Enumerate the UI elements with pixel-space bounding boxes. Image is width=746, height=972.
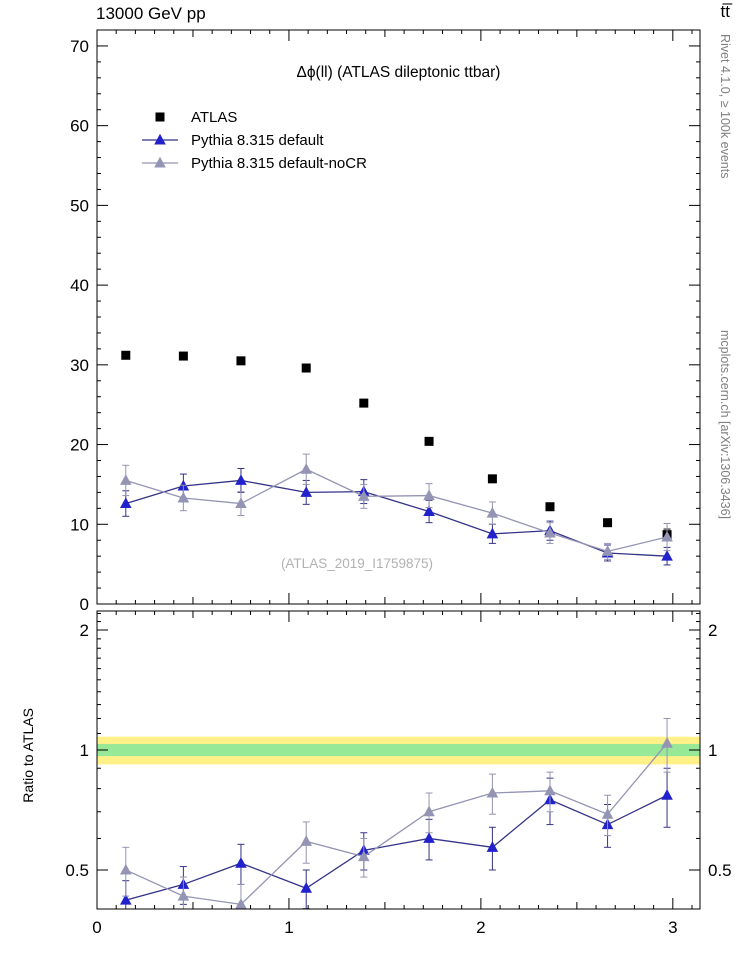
- ratio-frame: [96, 610, 701, 910]
- svg-text:1: 1: [708, 741, 717, 760]
- svg-text:0.5: 0.5: [65, 861, 89, 880]
- svg-text:0: 0: [92, 918, 101, 937]
- ratio-band-green: [97, 744, 700, 757]
- svg-text:10: 10: [70, 515, 89, 534]
- svg-text:1: 1: [284, 918, 293, 937]
- axis-ticks: [96, 30, 700, 909]
- svg-text:2: 2: [476, 918, 485, 937]
- svg-text:0: 0: [80, 595, 89, 614]
- svg-text:20: 20: [70, 436, 89, 455]
- svg-text:0.5: 0.5: [708, 861, 732, 880]
- mcplots-reference-note: mcplots.cern.ch [arXiv:1306.3436]: [718, 330, 732, 519]
- svg-text:Pythia 8.315 default-noCR: Pythia 8.315 default-noCR: [191, 155, 367, 172]
- chart-title: Δϕ(ll) (ATLAS dileptonic ttbar): [296, 64, 501, 81]
- analysis-id-watermark: (ATLAS_2019_I1759875): [280, 556, 434, 571]
- svg-text:40: 40: [70, 276, 89, 295]
- rivet-version-note: Rivet 4.1.0, ≥ 100k events: [718, 34, 732, 179]
- svg-text:1: 1: [80, 741, 89, 760]
- main-series-1: [119, 467, 673, 566]
- legend: ATLAS Pythia 8.315 default Pythia 8.315 de…: [142, 109, 367, 172]
- svg-text:Pythia 8.315 default: Pythia 8.315 default: [191, 132, 324, 149]
- process-label: tt̅: [720, 2, 730, 21]
- svg-text:70: 70: [70, 37, 89, 56]
- ratio-series-1: [119, 717, 673, 909]
- beam-energy-label: 13000 GeV pp: [96, 4, 206, 23]
- main-series-2: [119, 453, 673, 560]
- svg-text:2: 2: [80, 621, 89, 640]
- svg-text:50: 50: [70, 196, 89, 215]
- svg-text:3: 3: [668, 918, 677, 937]
- svg-text:ATLAS: ATLAS: [191, 109, 237, 126]
- main-frame: [96, 29, 701, 605]
- ratio-bands: [97, 736, 700, 765]
- main-series-0: [121, 350, 672, 541]
- svg-text:30: 30: [70, 356, 89, 375]
- svg-text:60: 60: [70, 117, 89, 136]
- svg-text:2: 2: [708, 621, 717, 640]
